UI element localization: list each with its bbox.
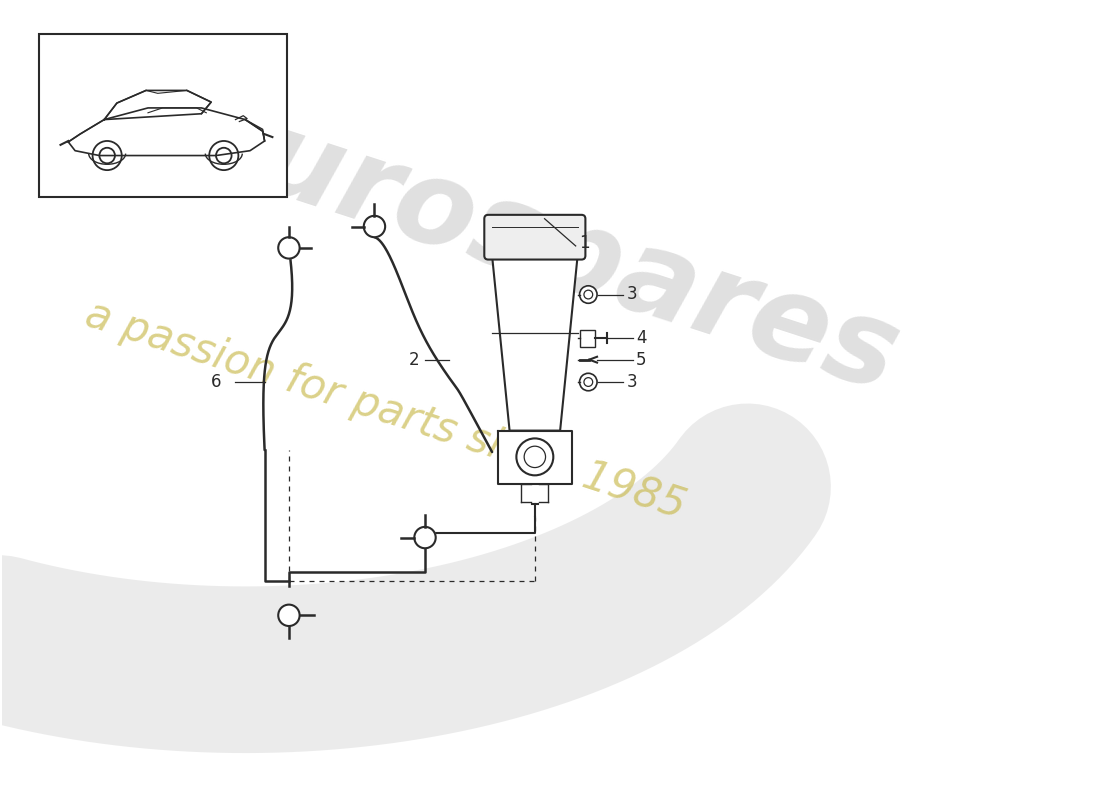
Polygon shape — [68, 108, 265, 155]
Text: a passion for parts since 1985: a passion for parts since 1985 — [80, 293, 691, 527]
Bar — [580, 330, 595, 347]
FancyBboxPatch shape — [484, 215, 585, 259]
Text: 5: 5 — [636, 350, 647, 369]
Polygon shape — [492, 256, 578, 430]
Circle shape — [516, 438, 553, 475]
Polygon shape — [104, 90, 211, 119]
Text: 4: 4 — [636, 329, 647, 347]
Circle shape — [364, 216, 385, 237]
Bar — [40, 34, 287, 198]
Circle shape — [580, 374, 597, 390]
Text: 6: 6 — [211, 373, 222, 391]
Circle shape — [278, 605, 299, 626]
Circle shape — [580, 286, 597, 303]
Text: 2: 2 — [408, 350, 419, 369]
Polygon shape — [498, 430, 572, 484]
Text: 3: 3 — [626, 286, 637, 303]
Text: 3: 3 — [626, 373, 637, 391]
Circle shape — [415, 527, 436, 548]
Text: eurospares: eurospares — [167, 77, 913, 417]
Circle shape — [278, 237, 299, 258]
Text: 1: 1 — [580, 234, 591, 252]
